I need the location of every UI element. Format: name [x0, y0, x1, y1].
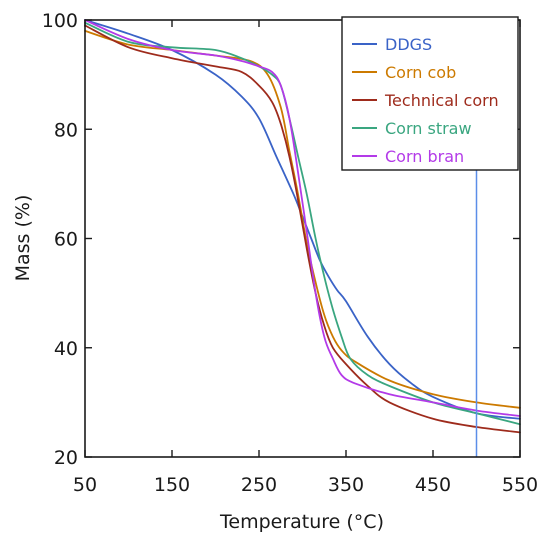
x-axis-title: Temperature (°C): [219, 511, 384, 533]
legend-label: DDGS: [385, 35, 432, 54]
legend: DDGS Corn cob Technical corn Corn straw Corn…: [341, 16, 519, 171]
y-tick-label: 40: [54, 338, 78, 360]
legend-box: [341, 16, 519, 171]
x-tick-label: 50: [73, 474, 97, 496]
x-axis: 50 150 250 350 450 550: [73, 20, 538, 496]
x-tick-label: 450: [415, 474, 451, 496]
y-tick-label: 20: [54, 447, 78, 469]
series-line-technical-corn: [84, 24, 521, 434]
legend-label: Corn bran: [385, 147, 464, 166]
legend-label: Technical corn: [384, 91, 499, 110]
series-line-corn-straw: [84, 21, 521, 426]
legend-label: Corn cob: [385, 63, 456, 82]
x-tick-label: 550: [502, 474, 538, 496]
y-tick-label: 100: [42, 10, 78, 32]
legend-label: Corn straw: [385, 119, 472, 138]
series-line-corn-bran: [84, 19, 521, 417]
legend-items: DDGS Corn cob Technical corn Corn straw Corn…: [352, 35, 499, 166]
y-tick-label: 80: [54, 119, 78, 141]
x-tick-label: 250: [241, 474, 277, 496]
x-tick-label: 350: [328, 474, 364, 496]
x-tick-label: 150: [154, 474, 190, 496]
series-layer: [84, 19, 521, 434]
y-tick-label: 60: [54, 229, 78, 251]
series-line-ddgs: [84, 19, 521, 420]
y-axis-title: Mass (%): [12, 195, 34, 282]
y-axis: 20 40 60 80 100: [42, 10, 520, 469]
